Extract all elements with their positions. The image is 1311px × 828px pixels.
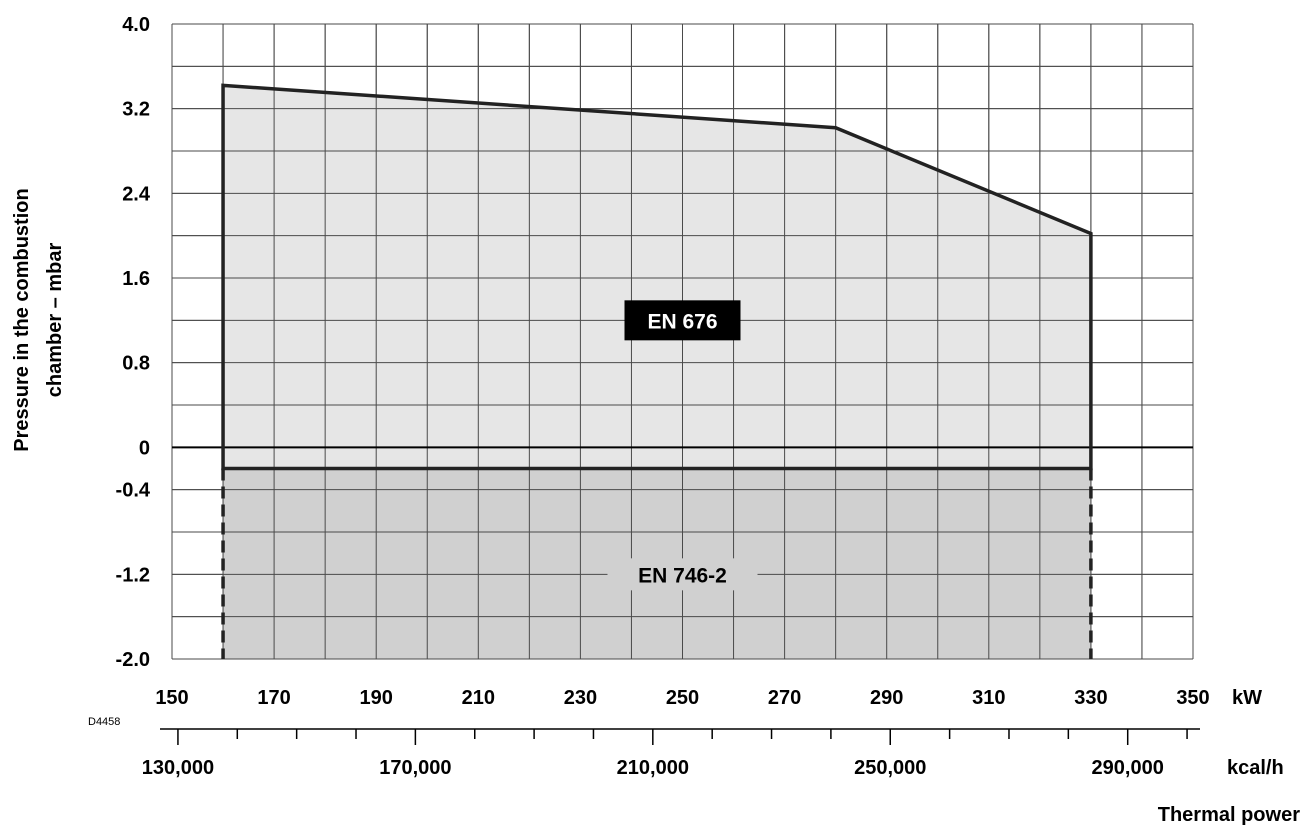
label-en-676: EN 676 <box>647 310 717 333</box>
y-axis-title-line-1: Pressure in the combustion <box>11 188 33 451</box>
x-tick-label-kw: 290 <box>870 687 903 709</box>
region-labels: EN 676 EN 746-2 <box>607 300 758 591</box>
y-tick-labels: 4.0 3.2 2.4 1.6 0.8 0 -0.4 -1.2 -2.0 <box>116 14 151 671</box>
label-en-746-2: EN 746-2 <box>638 564 727 587</box>
y-tick-label: 0.8 <box>122 353 150 375</box>
y-axis-title-line-2: chamber – mbar <box>44 243 66 398</box>
y-tick-label: -1.2 <box>116 564 150 586</box>
x-tick-label-kcal: 250,000 <box>854 757 926 779</box>
y-tick-label: 1.6 <box>122 268 150 290</box>
label-box-en-746-2 <box>607 558 758 591</box>
x-unit-kcal: kcal/h <box>1227 757 1284 779</box>
x-axis-kcal: 130,000 170,000 210,000 250,000 290,000 <box>142 728 1200 779</box>
drawing-code: D4458 <box>88 716 120 728</box>
area-en-676 <box>223 85 1091 469</box>
x-tick-label-kcal: 290,000 <box>1092 757 1164 779</box>
y-tick-label: -2.0 <box>116 649 150 671</box>
x-tick-label-kw: 330 <box>1074 687 1107 709</box>
x-tick-label-kw: 170 <box>257 687 290 709</box>
grid-overlay <box>171 23 1194 660</box>
x-axis-title: Thermal power <box>1158 804 1300 826</box>
x-tick-label-kw: 210 <box>462 687 495 709</box>
x-tick-label-kw: 350 <box>1176 687 1209 709</box>
y-tick-label: 2.4 <box>122 183 151 205</box>
label-box-en-676 <box>624 300 741 341</box>
x-tick-label-kcal: 210,000 <box>617 757 689 779</box>
x-tick-label-kw: 230 <box>564 687 597 709</box>
x-tick-label-kw: 150 <box>155 687 188 709</box>
y-tick-label: -0.4 <box>116 480 151 502</box>
x-tick-labels-kw: 150 170 190 210 230 250 270 290 310 330 350 <box>155 687 1209 709</box>
y-tick-label: 3.2 <box>122 99 150 121</box>
x-tick-label-kcal: 130,000 <box>142 757 214 779</box>
y-tick-label: 4.0 <box>122 14 150 36</box>
outline-en-676 <box>221 83 1093 471</box>
y-tick-label: 0 <box>139 437 150 459</box>
x-tick-label-kw: 190 <box>360 687 393 709</box>
working-field-outlines <box>171 23 1194 660</box>
x-unit-kw: kW <box>1232 687 1262 709</box>
x-tick-label-kw: 270 <box>768 687 801 709</box>
x-tick-label-kcal: 170,000 <box>379 757 451 779</box>
x-tick-label-kw: 310 <box>972 687 1005 709</box>
x-tick-label-kw: 250 <box>666 687 699 709</box>
